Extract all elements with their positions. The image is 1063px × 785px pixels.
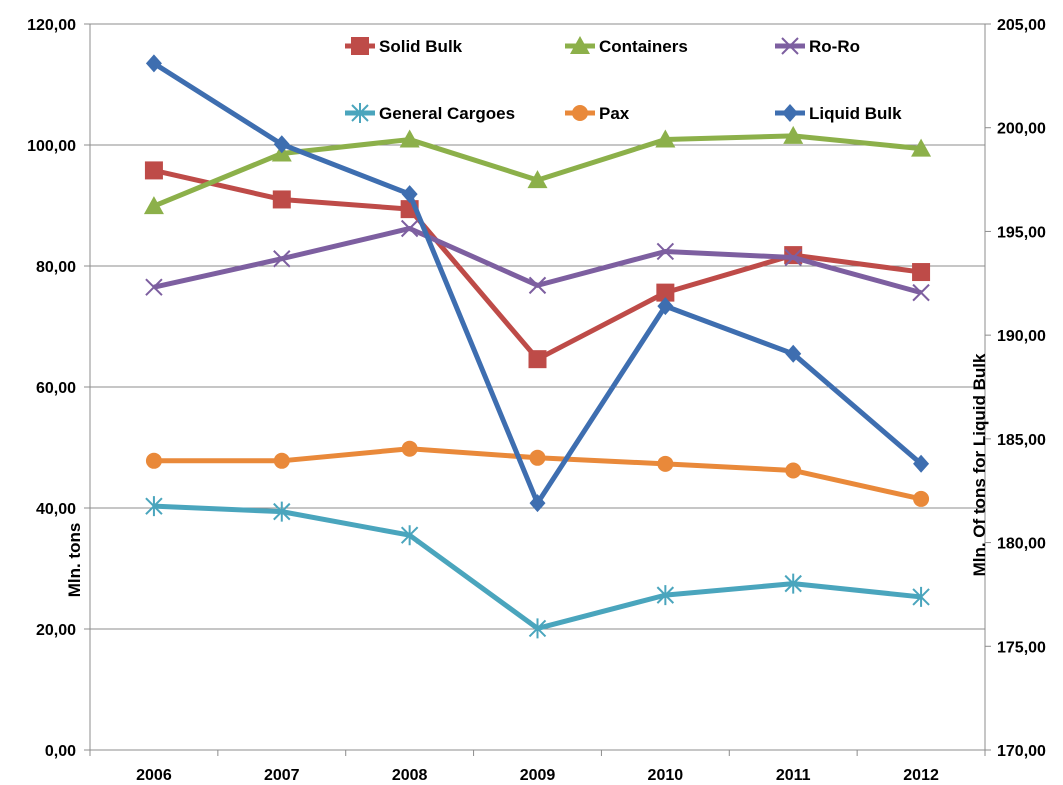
left-tick-label: 0,00 <box>45 743 76 760</box>
series-line-general-cargoes <box>153 503 922 631</box>
data-point-containers <box>783 125 804 144</box>
left-tick-label: 20,00 <box>36 622 76 639</box>
series-ro-ro <box>145 219 930 302</box>
data-point-liquid-bulk <box>401 185 418 204</box>
legend-item-general-cargoes: General Cargoes <box>345 103 515 123</box>
data-point-general-cargoes <box>912 586 930 607</box>
right-axis-ticks: 170,00 175,00 180,00 185,00 190,00 195,00 200,… <box>985 17 1046 760</box>
legend-marker-ro-ro <box>781 37 799 55</box>
data-point-ro-ro <box>912 283 930 302</box>
x-tick-label: 2012 <box>903 767 939 784</box>
data-point-solid-bulk <box>272 190 291 209</box>
right-tick-label: 190,00 <box>997 328 1046 345</box>
legend-marker-liquid-bulk <box>782 104 798 122</box>
series-line-ro-ro <box>153 225 922 296</box>
series-line-solid-bulk <box>153 167 922 362</box>
left-tick-label: 100,00 <box>27 138 76 155</box>
legend-item-ro-ro: Ro-Ro <box>775 37 860 56</box>
data-point-containers <box>527 170 548 189</box>
right-tick-label: 185,00 <box>997 432 1046 449</box>
data-point-solid-bulk <box>144 161 163 180</box>
data-point-general-cargoes <box>656 585 675 606</box>
legend-marker-solid-bulk <box>351 37 369 55</box>
x-tick-label: 2009 <box>520 767 556 784</box>
legend-item-containers: Containers <box>565 36 688 56</box>
data-point-containers <box>655 129 676 148</box>
legend: Solid Bulk Containers Ro-Ro General Cargoes… <box>345 36 902 123</box>
data-point-ro-ro <box>400 219 419 238</box>
legend-label-pax: Pax <box>599 104 630 123</box>
x-tick-label: 2006 <box>136 767 172 784</box>
legend-label-liquid-bulk: Liquid Bulk <box>809 104 902 123</box>
series-liquid-bulk <box>145 54 930 513</box>
series-containers <box>143 125 932 215</box>
data-point-liquid-bulk <box>657 297 674 316</box>
data-point-pax <box>657 455 674 472</box>
data-point-general-cargoes <box>273 501 291 522</box>
data-point-containers <box>143 196 164 215</box>
data-point-general-cargoes <box>528 618 547 639</box>
data-point-pax <box>785 462 802 479</box>
x-tick-label: 2008 <box>392 767 428 784</box>
legend-label-solid-bulk: Solid Bulk <box>379 37 463 56</box>
legend-label-general-cargoes: General Cargoes <box>379 104 515 123</box>
data-point-general-cargoes <box>784 573 802 594</box>
data-point-pax <box>273 452 290 469</box>
data-point-solid-bulk <box>656 283 675 302</box>
x-tick-label: 2011 <box>776 767 811 784</box>
left-axis-title: Mln. tons <box>65 523 84 598</box>
right-tick-label: 205,00 <box>997 17 1046 34</box>
data-point-pax <box>401 440 418 457</box>
legend-item-solid-bulk: Solid Bulk <box>345 37 463 56</box>
data-point-ro-ro <box>528 276 547 295</box>
data-point-pax <box>529 449 546 466</box>
data-point-ro-ro <box>145 278 163 296</box>
data-point-general-cargoes <box>145 496 163 517</box>
legend-marker-containers <box>570 36 590 54</box>
legend-label-ro-ro: Ro-Ro <box>809 37 860 56</box>
legend-marker-general-cargoes <box>351 103 369 123</box>
left-tick-label: 80,00 <box>36 259 76 276</box>
right-tick-label: 200,00 <box>997 121 1046 138</box>
data-point-containers <box>399 129 420 148</box>
left-tick-label: 40,00 <box>36 501 76 518</box>
data-point-liquid-bulk <box>273 135 290 154</box>
right-tick-label: 180,00 <box>997 536 1046 553</box>
right-tick-label: 195,00 <box>997 224 1046 241</box>
legend-item-liquid-bulk: Liquid Bulk <box>775 104 902 123</box>
data-point-pax <box>145 452 162 469</box>
right-tick-label: 175,00 <box>997 639 1046 656</box>
series-pax <box>145 440 930 507</box>
data-point-liquid-bulk <box>529 494 546 513</box>
data-point-ro-ro <box>784 248 802 267</box>
legend-label-containers: Containers <box>599 37 688 56</box>
data-point-containers <box>911 138 932 157</box>
data-point-solid-bulk <box>528 350 547 369</box>
x-axis-ticks: 2006 2007 2008 2009 2010 2011 2012 <box>89 750 986 784</box>
data-point-liquid-bulk <box>913 454 930 473</box>
left-tick-label: 60,00 <box>36 380 76 397</box>
x-tick-label: 2010 <box>648 767 684 784</box>
left-tick-label: 120,00 <box>27 17 76 34</box>
data-point-liquid-bulk <box>785 344 802 363</box>
data-point-pax <box>913 490 930 507</box>
data-point-ro-ro <box>273 250 291 268</box>
left-axis-ticks: 0,00 20,00 40,00 60,00 80,00 100,00 120,00 <box>27 17 90 760</box>
legend-marker-pax <box>572 105 588 121</box>
right-axis-title: Mln. Of tons for Liquid Bulk <box>970 353 989 576</box>
data-point-ro-ro <box>656 242 675 261</box>
series-general-cargoes <box>145 496 930 639</box>
right-tick-label: 170,00 <box>997 743 1046 760</box>
data-point-general-cargoes <box>400 525 419 546</box>
data-point-liquid-bulk <box>145 54 162 73</box>
data-point-solid-bulk <box>912 263 931 282</box>
series-lines <box>143 54 932 639</box>
legend-item-pax: Pax <box>565 104 630 123</box>
x-tick-label: 2007 <box>264 767 300 784</box>
